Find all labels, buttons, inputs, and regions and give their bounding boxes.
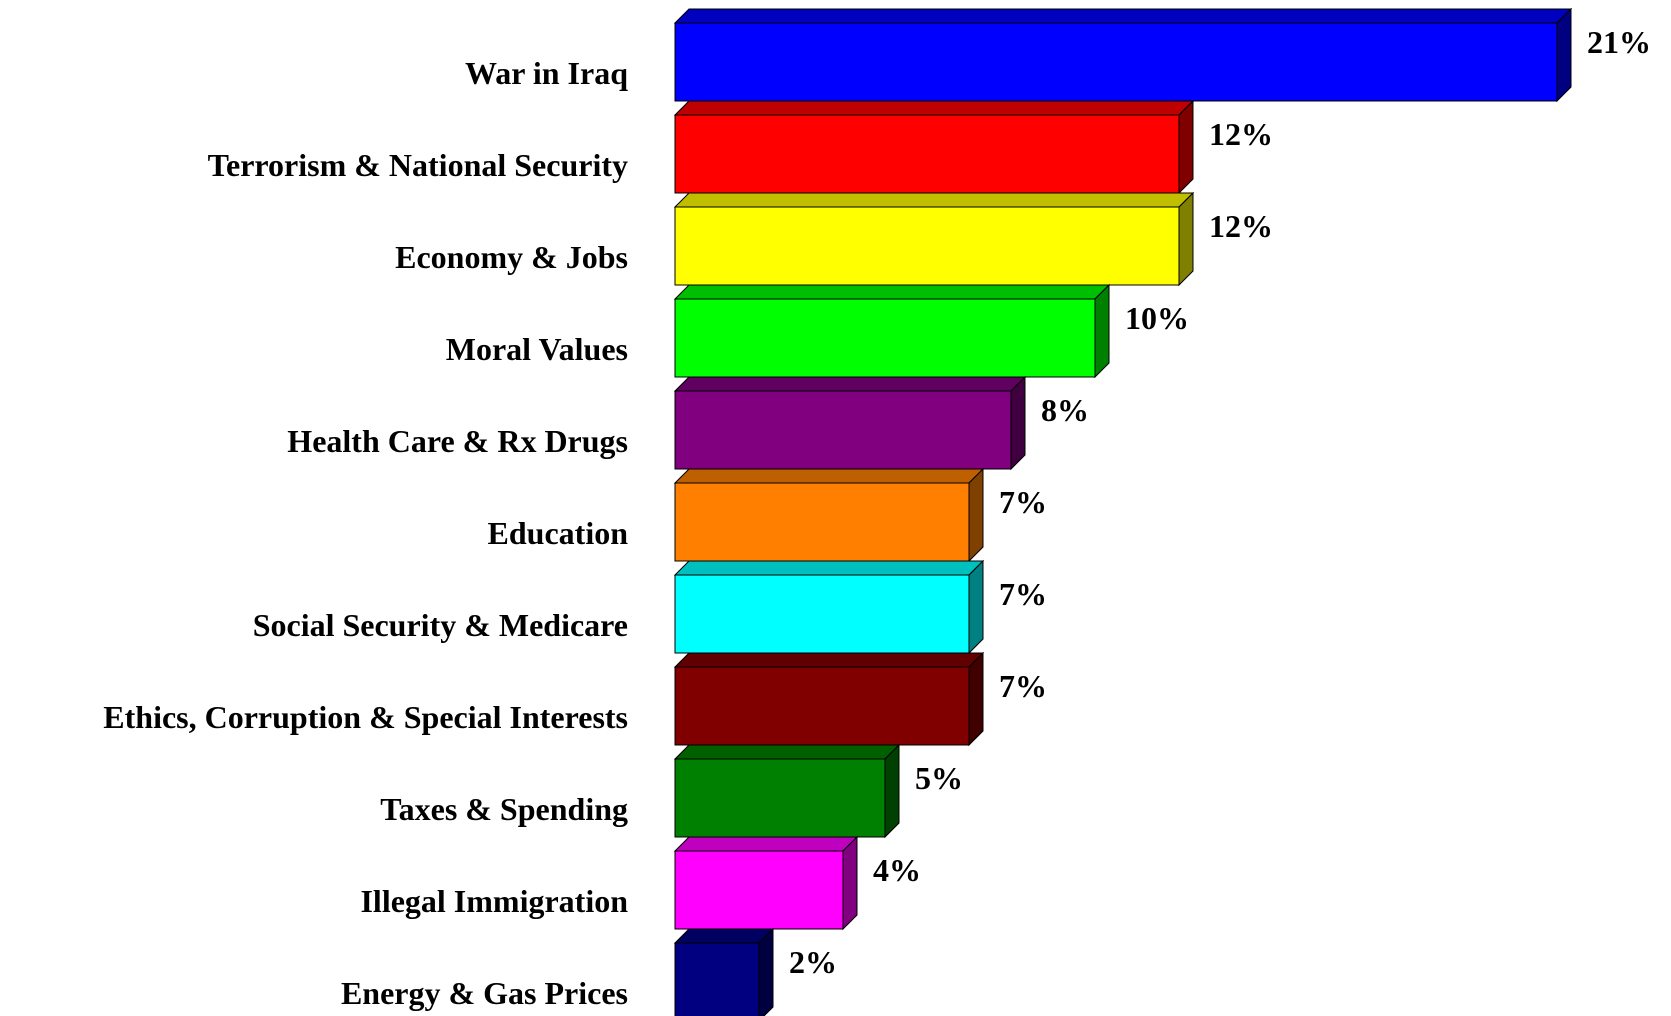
bar-side-face	[1094, 283, 1110, 379]
category-label: Moral Values	[446, 331, 628, 367]
category-label: War in Iraq	[465, 55, 628, 91]
bar-front-face	[674, 666, 970, 746]
bar-front-face	[674, 574, 970, 654]
bar-4	[673, 283, 1111, 379]
value-label: 8%	[1041, 392, 1089, 428]
bar-side-face	[1178, 99, 1194, 195]
value-label: 2%	[789, 944, 837, 980]
bar-front-face	[674, 758, 886, 838]
category-label: Health Care & Rx Drugs	[287, 423, 628, 459]
bars-layer	[673, 7, 1573, 1016]
bar-front-face	[674, 390, 1012, 470]
value-label: 10%	[1125, 300, 1189, 336]
bar-10	[673, 835, 859, 931]
bar-side-face	[1556, 7, 1572, 103]
bar-top-face	[673, 560, 985, 576]
value-label: 21%	[1587, 24, 1651, 60]
bar-7	[673, 559, 985, 655]
bar-top-face	[673, 100, 1195, 116]
bar-front-face	[674, 850, 844, 930]
bar-side-face	[758, 927, 774, 1016]
bar-top-face	[673, 192, 1195, 208]
bar-side-face	[968, 467, 984, 563]
bar-2	[673, 99, 1195, 195]
value-label: 7%	[999, 484, 1047, 520]
category-label: Education	[488, 515, 629, 551]
bar-9	[673, 743, 901, 839]
bar-top-face	[673, 652, 985, 668]
category-label: Social Security & Medicare	[253, 607, 628, 643]
bar-top-face	[673, 8, 1573, 24]
bar-side-face	[968, 559, 984, 655]
category-label: Ethics, Corruption & Special Interests	[103, 699, 628, 735]
bar-side-face	[884, 743, 900, 839]
value-label: 12%	[1209, 208, 1273, 244]
bar-front-face	[674, 206, 1180, 286]
bar-top-face	[673, 928, 775, 944]
bar-side-face	[1178, 191, 1194, 287]
bar-top-face	[673, 284, 1111, 300]
category-label: Terrorism & National Security	[208, 147, 628, 183]
bar-side-face	[968, 651, 984, 747]
bar-front-face	[674, 482, 970, 562]
bar-top-face	[673, 744, 901, 760]
bar-top-face	[673, 836, 859, 852]
bar-8	[673, 651, 985, 747]
category-label: Economy & Jobs	[395, 239, 628, 275]
value-label: 7%	[999, 668, 1047, 704]
value-label: 12%	[1209, 116, 1273, 152]
value-label: 4%	[873, 852, 921, 888]
bar-5	[673, 375, 1027, 471]
bar-side-face	[842, 835, 858, 931]
bar-1	[673, 7, 1573, 103]
bar-front-face	[674, 298, 1096, 378]
bar-front-face	[674, 22, 1558, 102]
category-label: Energy & Gas Prices	[341, 975, 628, 1011]
value-label: 7%	[999, 576, 1047, 612]
category-label: Taxes & Spending	[380, 791, 628, 827]
value-label: 5%	[915, 760, 963, 796]
bar-front-face	[674, 114, 1180, 194]
bar-6	[673, 467, 985, 563]
labels-layer: War in Iraq 21% Terrorism & National Secur…	[103, 24, 1651, 1011]
bar-3	[673, 191, 1195, 287]
bar-front-face	[674, 942, 760, 1016]
bar-top-face	[673, 376, 1027, 392]
category-label: Illegal Immigration	[360, 883, 628, 919]
bar-11	[673, 927, 775, 1016]
bar-top-face	[673, 468, 985, 484]
bar-side-face	[1010, 375, 1026, 471]
